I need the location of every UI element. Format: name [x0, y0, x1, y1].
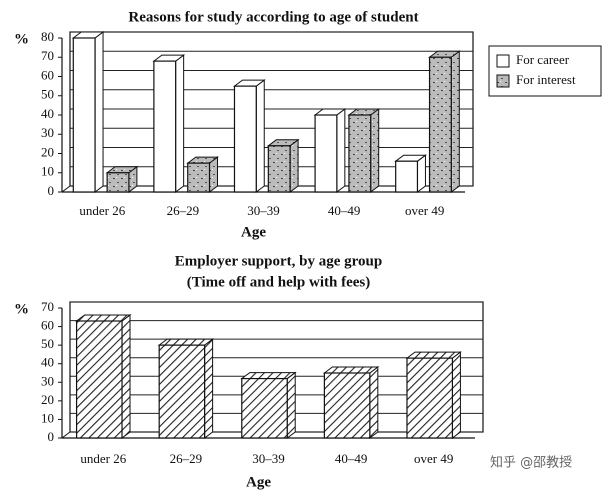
bar: [314, 114, 338, 193]
y-axis-label: %: [14, 301, 29, 317]
x-tick-label: under 26: [80, 451, 126, 466]
watermark: 知乎 @邵教授: [490, 455, 572, 471]
y-tick-label: 50: [41, 336, 54, 351]
bar-side: [175, 54, 185, 193]
y-tick-label: 0: [48, 183, 55, 198]
x-tick-label: 40–49: [328, 203, 361, 218]
bar-top: [157, 338, 215, 346]
chart-subtitle: (Time off and help with fees): [187, 274, 370, 290]
y-tick-label: 70: [41, 299, 54, 314]
y-tick-label: 50: [41, 87, 54, 102]
x-tick-label: under 26: [79, 203, 125, 218]
x-axis-label: Age: [241, 224, 266, 240]
x-tick-label: over 49: [405, 203, 444, 218]
bar-top: [405, 351, 462, 359]
bar: [406, 357, 454, 439]
y-tick-label: 10: [41, 164, 54, 179]
y-tick-label: 20: [41, 144, 54, 159]
x-axis-label: Age: [246, 474, 271, 490]
bar-side: [289, 138, 299, 193]
bar: [158, 344, 206, 439]
y-tick-label: 60: [41, 67, 54, 82]
legend-swatch: [496, 54, 510, 68]
legend-box: [488, 45, 602, 97]
floor-left: [61, 185, 71, 193]
x-tick-label: 30–39: [247, 203, 280, 218]
floor-left: [61, 431, 71, 439]
bar: [72, 37, 96, 193]
bar: [267, 145, 291, 193]
y-tick-label: 70: [41, 48, 54, 63]
bar: [323, 372, 371, 439]
x-tick-label: 26–29: [167, 203, 200, 218]
legend-label: For interest: [516, 72, 576, 87]
x-tick-label: 30–39: [252, 451, 285, 466]
bar-side: [286, 371, 296, 439]
y-tick-label: 40: [41, 355, 54, 370]
bar-side: [370, 108, 380, 193]
y-tick-label: 60: [41, 318, 54, 333]
bar-side: [369, 366, 379, 439]
bar: [241, 377, 288, 439]
bar-top: [322, 366, 380, 374]
x-tick-label: over 49: [414, 451, 453, 466]
bar-side: [336, 108, 346, 193]
y-tick-label: 20: [41, 392, 54, 407]
bar: [187, 162, 211, 193]
chart-title: Reasons for study according to age of st…: [128, 9, 418, 25]
legend-label: For career: [516, 52, 570, 67]
bar: [75, 320, 123, 439]
y-tick-label: 0: [48, 429, 55, 444]
bar: [106, 172, 130, 193]
chart-title: Employer support, by age group: [175, 253, 382, 269]
bar-side: [94, 31, 104, 193]
bar-side: [451, 351, 461, 439]
bar-top: [75, 314, 132, 322]
bar: [153, 60, 177, 193]
bar-side: [255, 79, 265, 193]
y-tick-label: 10: [41, 410, 54, 425]
bar: [233, 85, 257, 193]
bar-top: [240, 372, 297, 380]
y-tick-label: 80: [41, 29, 54, 44]
x-tick-label: 40–49: [335, 451, 368, 466]
y-axis-label: %: [14, 31, 29, 47]
bar-side: [121, 314, 131, 439]
y-tick-label: 30: [41, 125, 54, 140]
legend-swatch: [496, 74, 510, 88]
bar: [395, 160, 419, 193]
bar: [428, 56, 452, 193]
y-tick-label: 30: [41, 373, 54, 388]
x-tick-label: 26–29: [170, 451, 203, 466]
y-tick-label: 40: [41, 106, 54, 121]
bar-side: [450, 50, 460, 193]
bar: [348, 114, 372, 193]
bar-side: [204, 338, 214, 439]
